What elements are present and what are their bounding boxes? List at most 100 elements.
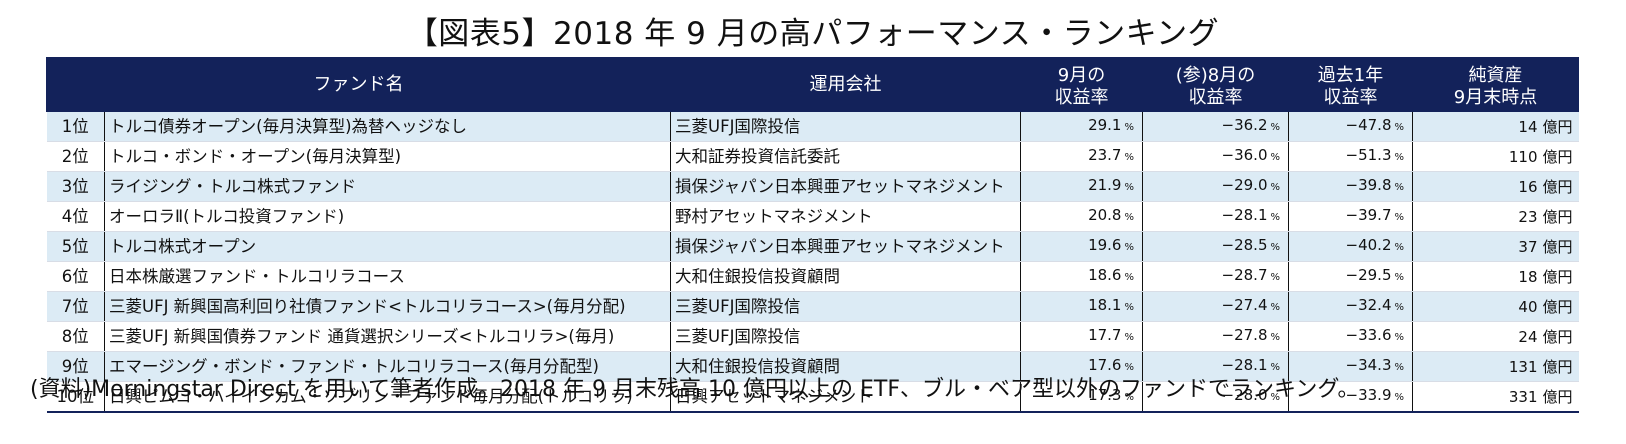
sept-return-value: 18.6 bbox=[1088, 266, 1122, 284]
percent-unit: % bbox=[1270, 332, 1280, 343]
net-assets-value: 23 bbox=[1518, 207, 1538, 226]
year-return-value: −29.5 bbox=[1345, 266, 1392, 284]
header-company: 運用会社 bbox=[670, 57, 1021, 112]
percent-unit: % bbox=[1270, 182, 1280, 193]
sept-return-value: 29.1 bbox=[1088, 116, 1122, 134]
assets-unit: 億円 bbox=[1542, 207, 1573, 226]
net-assets-cell: 24 億円 bbox=[1412, 321, 1579, 352]
fund-name-cell: オーロラⅡ(トルコ投資ファンド) bbox=[104, 201, 671, 232]
percent-unit: % bbox=[1394, 302, 1404, 313]
net-assets-value: 14 bbox=[1518, 117, 1538, 136]
company-cell: 野村アセットマネジメント bbox=[670, 201, 1021, 232]
year-return-value: −40.2 bbox=[1345, 236, 1392, 254]
percent-unit: % bbox=[1270, 272, 1280, 283]
net-assets-cell: 40 億円 bbox=[1412, 291, 1579, 322]
sept-return-value: 21.9 bbox=[1088, 176, 1122, 194]
table-body: 1位 トルコ債券オープン(毎月決算型)為替ヘッジなし 三菱UFJ国際投信 29.… bbox=[46, 112, 1579, 413]
table-header-row: ファンド名 運用会社 9月の 収益率 (参)8月の 収益率 過去1年 収益率 純… bbox=[46, 57, 1580, 112]
header-aug-return-line2: 収益率 bbox=[1188, 87, 1243, 108]
aug-return-value: −27.4 bbox=[1221, 296, 1268, 314]
sept-return-cell: 19.6% bbox=[1020, 231, 1143, 262]
fund-name-cell: エマージング・ボンド・ファンド・トルコリラコース(毎月分配型) bbox=[104, 351, 671, 382]
net-assets-value: 331 bbox=[1508, 387, 1538, 406]
ranking-table-container: ファンド名 運用会社 9月の 収益率 (参)8月の 収益率 過去1年 収益率 純… bbox=[46, 57, 1580, 413]
sept-return-value: 17.7 bbox=[1088, 326, 1122, 344]
header-fund-name: ファンド名 bbox=[46, 57, 671, 112]
percent-unit: % bbox=[1270, 362, 1280, 373]
company-cell: 大和証券投資信託委託 bbox=[670, 141, 1021, 172]
company-cell: 三菱UFJ国際投信 bbox=[670, 291, 1021, 322]
header-year-return-line2: 収益率 bbox=[1323, 87, 1378, 108]
percent-unit: % bbox=[1394, 362, 1404, 373]
header-aug-return: (参)8月の 収益率 bbox=[1142, 57, 1289, 112]
aug-return-value: −28.1 bbox=[1221, 356, 1268, 374]
percent-unit: % bbox=[1394, 242, 1404, 253]
year-return-value: −39.7 bbox=[1345, 206, 1392, 224]
table-row: 8位 三菱UFJ 新興国債券ファンド 通貨選択シリーズ<トルコリラ>(毎月) 三… bbox=[46, 321, 1579, 352]
assets-unit: 億円 bbox=[1542, 237, 1573, 256]
percent-unit: % bbox=[1124, 182, 1134, 193]
company-cell: 三菱UFJ国際投信 bbox=[670, 321, 1021, 352]
sept-return-cell: 18.6% bbox=[1020, 261, 1143, 292]
rank-cell: 1位 bbox=[46, 112, 105, 142]
assets-unit: 億円 bbox=[1542, 327, 1573, 346]
percent-unit: % bbox=[1394, 212, 1404, 223]
aug-return-value: −27.8 bbox=[1221, 326, 1268, 344]
year-return-cell: −40.2% bbox=[1288, 231, 1413, 262]
aug-return-cell: −36.2% bbox=[1142, 112, 1289, 142]
year-return-cell: −29.5% bbox=[1288, 261, 1413, 292]
header-aug-return-line1: (参)8月の bbox=[1175, 65, 1256, 86]
rank-cell: 9位 bbox=[46, 351, 105, 382]
percent-unit: % bbox=[1270, 212, 1280, 223]
year-return-cell: −33.9% bbox=[1288, 381, 1413, 413]
percent-unit: % bbox=[1394, 182, 1404, 193]
year-return-value: −51.3 bbox=[1345, 146, 1392, 164]
net-assets-cell: 37 億円 bbox=[1412, 231, 1579, 262]
table-row: 6位 日本株厳選ファンド・トルコリラコース 大和住銀投信投資顧問 18.6% −… bbox=[46, 261, 1579, 292]
percent-unit: % bbox=[1124, 152, 1134, 163]
fund-name-cell: トルコ・ボンド・オープン(毎月決算型) bbox=[104, 141, 671, 172]
year-return-value: −32.4 bbox=[1345, 296, 1392, 314]
percent-unit: % bbox=[1124, 392, 1134, 403]
percent-unit: % bbox=[1270, 242, 1280, 253]
table-row: 4位 オーロラⅡ(トルコ投資ファンド) 野村アセットマネジメント 20.8% −… bbox=[46, 201, 1579, 232]
table-row: 5位 トルコ株式オープン 損保ジャパン日本興亜アセットマネジメント 19.6% … bbox=[46, 231, 1579, 262]
source-note: (資料)Morningstar Direct を用いて筆者作成。2018 年 9… bbox=[30, 377, 1360, 402]
net-assets-value: 16 bbox=[1518, 177, 1538, 196]
assets-unit: 億円 bbox=[1542, 297, 1573, 316]
fund-name-cell: 日興ピムコ・ハイインカム・ソブリン・ファンド毎月分配(トルコリラ) bbox=[104, 381, 671, 413]
fund-name-cell: トルコ株式オープン bbox=[104, 231, 671, 262]
assets-unit: 億円 bbox=[1542, 267, 1573, 286]
sept-return-value: 19.6 bbox=[1088, 236, 1122, 254]
year-return-value: −39.8 bbox=[1345, 176, 1392, 194]
fund-name-cell: 三菱UFJ 新興国高利回り社債ファンド<トルコリラコース>(毎月分配) bbox=[104, 291, 671, 322]
aug-return-cell: −27.4% bbox=[1142, 291, 1289, 322]
aug-return-cell: −28.1% bbox=[1142, 351, 1289, 382]
net-assets-cell: 331 億円 bbox=[1412, 381, 1579, 413]
rank-cell: 5位 bbox=[46, 231, 105, 262]
header-year-return-line1: 過去1年 bbox=[1317, 65, 1384, 86]
table-row: 9位 エマージング・ボンド・ファンド・トルコリラコース(毎月分配型) 大和住銀投… bbox=[46, 351, 1579, 382]
net-assets-cell: 16 億円 bbox=[1412, 171, 1579, 202]
sept-return-value: 23.7 bbox=[1088, 146, 1122, 164]
table-row: 1位 トルコ債券オープン(毎月決算型)為替ヘッジなし 三菱UFJ国際投信 29.… bbox=[46, 112, 1579, 142]
aug-return-cell: −27.8% bbox=[1142, 321, 1289, 352]
net-assets-value: 40 bbox=[1518, 297, 1538, 316]
aug-return-cell: −28.7% bbox=[1142, 261, 1289, 292]
header-net-assets: 純資産 9月末時点 bbox=[1411, 57, 1580, 112]
percent-unit: % bbox=[1124, 302, 1134, 313]
sept-return-cell: 20.8% bbox=[1020, 201, 1143, 232]
net-assets-cell: 23 億円 bbox=[1412, 201, 1579, 232]
percent-unit: % bbox=[1394, 332, 1404, 343]
aug-return-cell: −29.0% bbox=[1142, 171, 1289, 202]
year-return-cell: −47.8% bbox=[1288, 112, 1413, 142]
sept-return-cell: 17.3% bbox=[1020, 381, 1143, 413]
table-row: 10位 日興ピムコ・ハイインカム・ソブリン・ファンド毎月分配(トルコリラ) 日興… bbox=[46, 381, 1579, 413]
aug-return-cell: −28.1% bbox=[1142, 201, 1289, 232]
fund-name-cell: ライジング・トルコ株式ファンド bbox=[104, 171, 671, 202]
sept-return-cell: 29.1% bbox=[1020, 112, 1143, 142]
percent-unit: % bbox=[1124, 362, 1134, 373]
company-cell: 日興アセットマネジメント bbox=[670, 381, 1021, 413]
assets-unit: 億円 bbox=[1542, 147, 1573, 166]
assets-unit: 億円 bbox=[1542, 177, 1573, 196]
